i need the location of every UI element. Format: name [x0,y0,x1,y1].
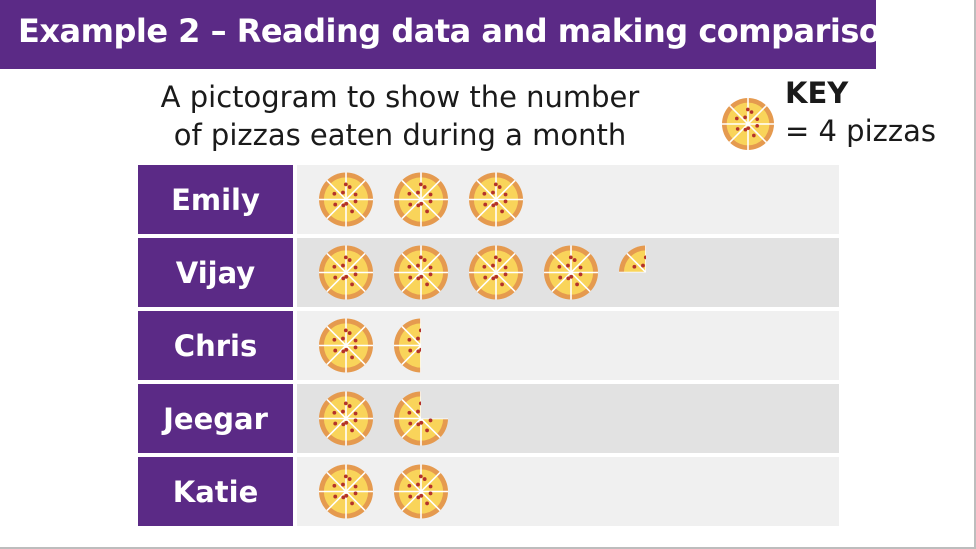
key-pizza-icon [722,98,774,150]
chart-title-line-2: of pizzas eaten during a month [173,118,627,152]
row-label-chris: Chris [138,311,293,380]
title-banner: Example 2 – Reading data and making comp… [0,0,922,69]
key-value: = 4 pizzas [785,114,936,148]
chart-title-line-1: A pictogram to show the number [160,80,640,114]
row-background-katie [297,457,839,526]
row-label-katie: Katie [138,457,293,526]
row-background-emily [297,165,839,234]
key-label: KEY [785,76,849,110]
chart-title: A pictogram to show the number of pizzas… [140,78,660,154]
row-label-emily: Emily [138,165,293,234]
row-label-vijay: Vijay [138,238,293,307]
row-background-vijay [297,238,839,307]
row-background-jeegar [297,384,839,453]
row-label-jeegar: Jeegar [138,384,293,453]
row-background-chris [297,311,839,380]
banner-title: Example 2 – Reading data and making comp… [18,12,922,50]
